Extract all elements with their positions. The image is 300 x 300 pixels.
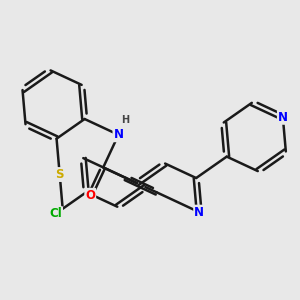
Text: N: N [113,128,123,141]
Text: H: H [122,115,130,125]
Text: O: O [85,189,95,202]
Text: N: N [278,111,288,124]
Text: N: N [194,206,204,219]
Text: S: S [56,168,64,181]
Text: Cl: Cl [49,207,62,220]
